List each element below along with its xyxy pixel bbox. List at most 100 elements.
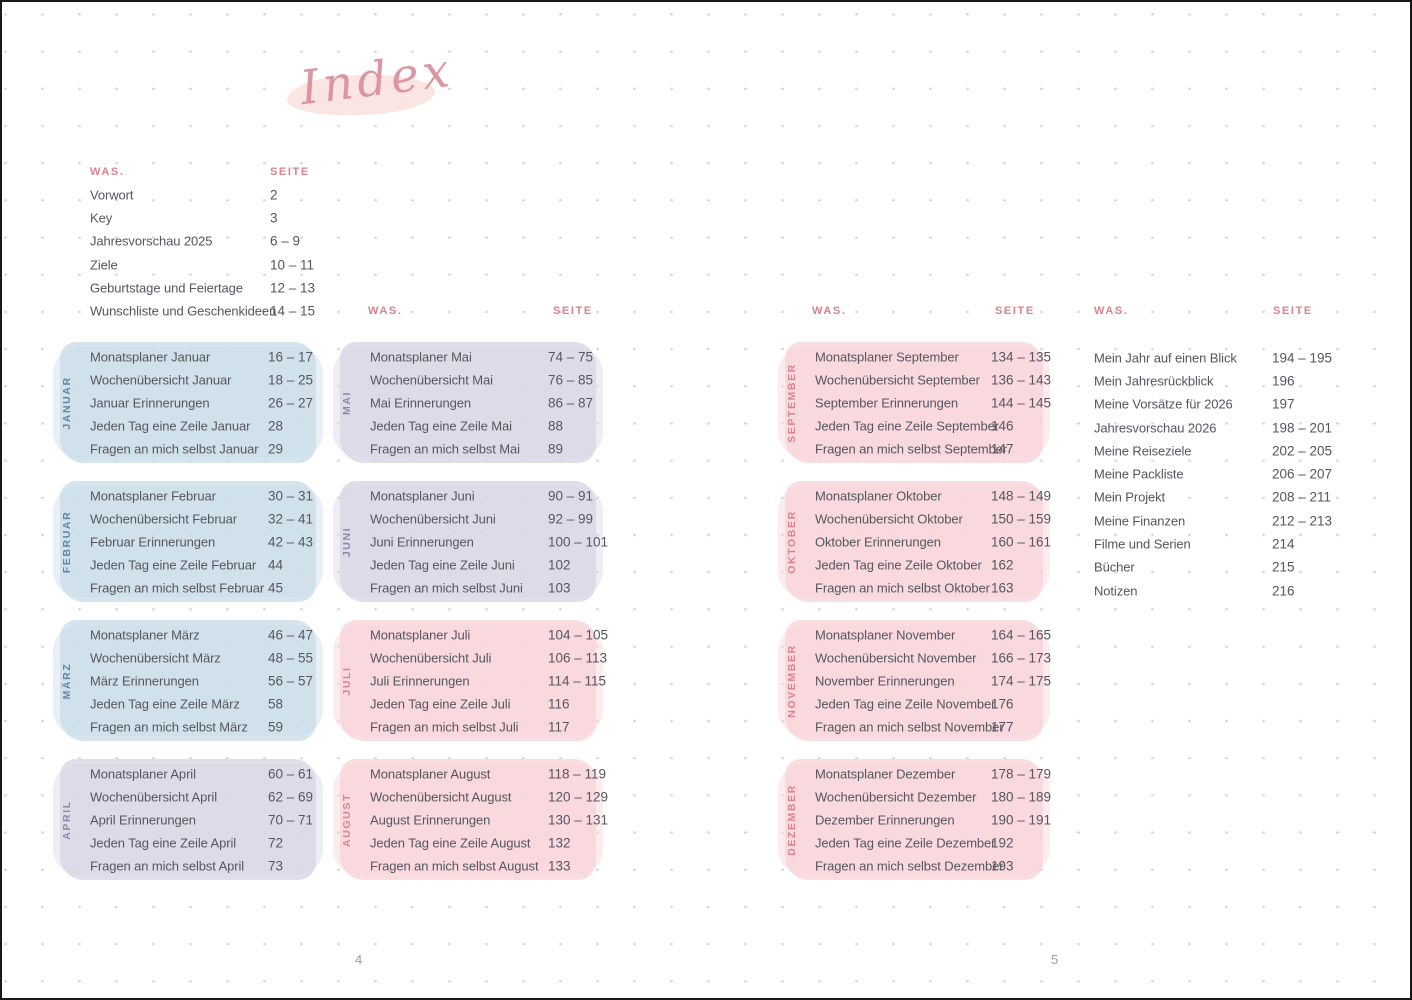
index-entry-label: Jahresvorschau 2026 — [1094, 420, 1217, 436]
index-entry-pages: 12 – 13 — [270, 280, 316, 296]
index-entry-pages: 30 – 31 — [268, 488, 314, 503]
index-entry-label: Wochenübersicht Dezember — [815, 789, 977, 804]
month-column-sep-dez: SEPTEMBER Monatsplaner September 134 – 135… — [778, 342, 1051, 898]
index-entry-pages: 164 – 165 — [991, 627, 1052, 642]
index-entry-row: Monatsplaner Januar 16 – 17 — [90, 345, 316, 368]
month-block-märz: MÄRZ Monatsplaner März 46 – 47 Wochenübersi… — [53, 620, 323, 741]
index-entry-label: Monatsplaner Dezember — [815, 766, 956, 781]
index-entry-label: Monatsplaner Juni — [370, 488, 475, 503]
index-entry-row: Jahresvorschau 2025 6 – 9 — [90, 230, 340, 253]
month-label: OKTOBER — [786, 509, 798, 574]
index-entry-label: Wochenübersicht Juni — [370, 511, 496, 526]
index-entry-row: Fragen an mich selbst März 59 — [90, 715, 316, 738]
index-entry-label: Fragen an mich selbst November — [815, 719, 1004, 734]
index-entry-label: Jeden Tag eine Zeile Juli — [370, 696, 511, 711]
seite-column-header: SEITE — [995, 305, 1035, 317]
index-entry-row: Monatsplaner März 46 – 47 — [90, 623, 316, 646]
month-entries: Monatsplaner August 118 – 119 Wochenübersi… — [370, 762, 608, 877]
index-entry-pages: 86 – 87 — [548, 395, 594, 410]
index-entry-label: Meine Packliste — [1094, 466, 1184, 482]
month-block-juni: JUNI Monatsplaner Juni 90 – 91 Wochenübersi… — [333, 481, 608, 602]
index-entry-row: Fragen an mich selbst Oktober 163 — [815, 576, 1043, 599]
index-entry-label: Fragen an mich selbst Januar — [90, 441, 259, 456]
index-entry-label: Filme und Serien — [1094, 536, 1191, 552]
index-entry-label: Jeden Tag eine Zeile Dezember — [815, 835, 996, 850]
index-entry-row: Fragen an mich selbst September 147 — [815, 437, 1043, 460]
index-entry-label: Wochenübersicht Oktober — [815, 511, 963, 526]
index-entry-row: Ziele 10 – 11 — [90, 253, 340, 276]
index-entry-label: Monatsplaner Juli — [370, 627, 471, 642]
index-entry-label: Dezember Erinnerungen — [815, 812, 955, 827]
index-entry-pages: 90 – 91 — [548, 488, 594, 503]
index-entry-row: Fragen an mich selbst April 73 — [90, 854, 316, 877]
index-entry-label: September Erinnerungen — [815, 395, 959, 410]
index-entry-row: Wunschliste und Geschenkideen 14 – 15 — [90, 299, 340, 322]
index-entry-label: Jeden Tag eine Zeile Januar — [90, 418, 251, 433]
index-entry-pages: 3 — [270, 210, 278, 226]
index-entry-row: April Erinnerungen 70 – 71 — [90, 808, 316, 831]
index-entry-label: April Erinnerungen — [90, 812, 196, 827]
index-entry-pages: 116 — [548, 696, 570, 711]
index-entry-label: Jeden Tag eine Zeile Oktober — [815, 557, 982, 572]
index-entry-label: Wochenübersicht Mai — [370, 372, 493, 387]
index-entry-row: Monatsplaner November 164 – 165 — [815, 623, 1051, 646]
month-entries: Monatsplaner Februar 30 – 31 Wochenübersic… — [90, 484, 316, 599]
index-entry-pages: 106 – 113 — [548, 650, 608, 665]
month-label: JANUAR — [61, 375, 73, 430]
index-entry-label: Mein Projekt — [1094, 489, 1166, 505]
index-entry-pages: 45 — [268, 580, 284, 595]
index-entry-row: Monatsplaner September 134 – 135 — [815, 345, 1051, 368]
month-entries: Monatsplaner November 164 – 165 Wochenüber… — [815, 623, 1051, 738]
index-entry-label: Monatsplaner März — [90, 627, 200, 642]
index-entry-label: Fragen an mich selbst Februar — [90, 580, 265, 595]
month-label: JUNI — [341, 526, 353, 557]
index-entry-label: Jeden Tag eine Zeile August — [370, 835, 531, 850]
month-label: APRIL — [61, 799, 73, 840]
index-entry-row: Jahresvorschau 2026 198 – 201 — [1094, 416, 1344, 439]
index-entry-label: Monatsplaner August — [370, 766, 491, 781]
month-entries: Monatsplaner Oktober 148 – 149 Wochenübers… — [815, 484, 1051, 599]
index-entry-row: Fragen an mich selbst Juni 103 — [370, 576, 596, 599]
index-entry-pages: 176 — [991, 696, 1014, 711]
index-entry-pages: 212 – 213 — [1272, 513, 1333, 529]
month-block-april: APRIL Monatsplaner April 60 – 61 Wochenüber… — [53, 759, 323, 880]
index-entry-label: November Erinnerungen — [815, 673, 955, 688]
index-entry-pages: 104 – 105 — [548, 627, 609, 642]
index-entry-label: Oktober Erinnerungen — [815, 534, 941, 549]
index-entry-pages: 28 — [268, 418, 284, 433]
index-entry-row: Wochenübersicht April 62 – 69 — [90, 785, 316, 808]
index-entry-row: Monatsplaner Juli 104 – 105 — [370, 623, 608, 646]
index-entry-pages: 134 – 135 — [991, 349, 1052, 364]
index-entry-row: Mein Projekt 208 – 211 — [1094, 486, 1344, 509]
index-entry-row: Dezember Erinnerungen 190 – 191 — [815, 808, 1051, 831]
index-entry-pages: 89 — [548, 441, 564, 456]
index-entry-row: Fragen an mich selbst Mai 89 — [370, 437, 596, 460]
index-entry-pages: 190 – 191 — [991, 812, 1052, 827]
index-entry-row: Wochenübersicht März 48 – 55 — [90, 646, 316, 669]
index-entry-row: Monatsplaner April 60 – 61 — [90, 762, 316, 785]
index-entry-row: Jeden Tag eine Zeile März 58 — [90, 692, 316, 715]
index-entry-pages: 58 — [268, 696, 284, 711]
index-entry-row: Jeden Tag eine Zeile Dezember 192 — [815, 831, 1043, 854]
index-entry-label: Wochenübersicht Juli — [370, 650, 492, 665]
index-entry-pages: 130 – 131 — [548, 812, 609, 827]
index-entry-row: August Erinnerungen 130 – 131 — [370, 808, 608, 831]
index-entry-pages: 136 – 143 — [991, 372, 1052, 387]
seite-column-header: SEITE — [270, 166, 310, 178]
index-entry-pages: 56 – 57 — [268, 673, 314, 688]
index-entry-label: Monatsplaner September — [815, 349, 959, 364]
index-entry-row: Wochenübersicht Mai 76 – 85 — [370, 368, 596, 391]
index-entry-label: Mai Erinnerungen — [370, 395, 472, 410]
index-entry-row: Notizen 216 — [1094, 579, 1344, 602]
month-label: DEZEMBER — [786, 783, 798, 856]
index-entry-row: Wochenübersicht November 166 – 173 — [815, 646, 1051, 669]
index-entry-row: September Erinnerungen 144 – 145 — [815, 391, 1051, 414]
index-entry-label: Jeden Tag eine Zeile September — [815, 418, 999, 433]
index-entry-row: Jeden Tag eine Zeile Juli 116 — [370, 692, 596, 715]
index-entry-label: Vorwort — [90, 187, 134, 203]
month-entries: Monatsplaner Dezember 178 – 179 Wochenüber… — [815, 762, 1051, 877]
index-entry-pages: 118 – 119 — [548, 766, 607, 781]
month-entries: Monatsplaner September 134 – 135 Wochenübe… — [815, 345, 1051, 460]
index-entry-row: Juni Erinnerungen 100 – 101 — [370, 530, 608, 553]
index-entry-label: Fragen an mich selbst April — [90, 858, 245, 873]
